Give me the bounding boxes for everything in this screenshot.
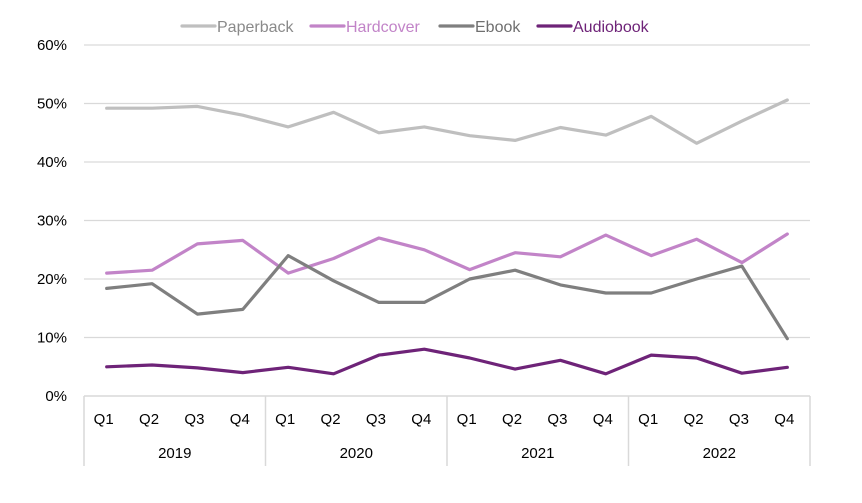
x-tick-label: Q2 xyxy=(139,411,159,428)
y-tick-label: 60% xyxy=(37,37,67,54)
legend-item-paperback: Paperback xyxy=(180,19,294,36)
y-tick-label: 20% xyxy=(37,271,67,288)
x-group-label: 2020 xyxy=(340,445,373,462)
x-tick-label: Q2 xyxy=(684,411,704,428)
x-tick-label: Q2 xyxy=(502,411,522,428)
series-line-audiobook xyxy=(105,347,789,376)
y-tick-label: 0% xyxy=(45,388,67,405)
gridlines xyxy=(84,44,810,339)
x-tick-label: Q4 xyxy=(411,411,431,428)
series-line-hardcover xyxy=(105,232,789,275)
x-tick-label: Q1 xyxy=(94,411,114,428)
legend: Paperback Hardcover Ebook Audiobook xyxy=(180,19,650,36)
x-tick-label: Q3 xyxy=(184,411,204,428)
series-line-ebook xyxy=(105,254,789,341)
y-tick-label: 10% xyxy=(37,330,67,347)
x-tick-label: Q3 xyxy=(729,411,749,428)
legend-item-audiobook: Audiobook xyxy=(536,19,650,36)
x-axis: Q1 Q2 Q3 Q4 Q1 Q2 Q3 Q4 Q1 Q2 Q3 Q4 Q1 Q2 Q3 Q4 2019 2020… xyxy=(83,395,811,466)
x-tick-label: Q1 xyxy=(638,411,658,428)
x-tick-label: Q3 xyxy=(547,411,567,428)
x-tick-label: Q3 xyxy=(366,411,386,428)
x-group-label: 2021 xyxy=(521,445,554,462)
x-group-label: 2019 xyxy=(158,445,191,462)
x-tick-label: Q4 xyxy=(593,411,613,428)
legend-item-hardcover: Hardcover xyxy=(309,19,420,36)
y-tick-label: 40% xyxy=(37,154,67,171)
legend-item-ebook: Ebook xyxy=(438,19,521,36)
x-tick-label: Q4 xyxy=(774,411,794,428)
y-tick-label: 50% xyxy=(37,96,67,113)
x-tick-label: Q2 xyxy=(321,411,341,428)
legend-label: Hardcover xyxy=(346,19,420,36)
legend-label: Audiobook xyxy=(573,19,650,36)
x-tick-label: Q1 xyxy=(457,411,477,428)
x-tick-label: Q4 xyxy=(230,411,250,428)
x-group-label: 2022 xyxy=(703,445,736,462)
y-tick-label: 30% xyxy=(37,213,67,230)
legend-label: Paperback xyxy=(217,19,294,36)
series-line-paperback xyxy=(105,98,789,145)
y-axis: 0% 10% 20% 30% 40% 50% 60% xyxy=(37,37,67,405)
legend-label: Ebook xyxy=(475,19,521,36)
x-tick-label: Q1 xyxy=(275,411,295,428)
series-lines xyxy=(105,98,789,376)
